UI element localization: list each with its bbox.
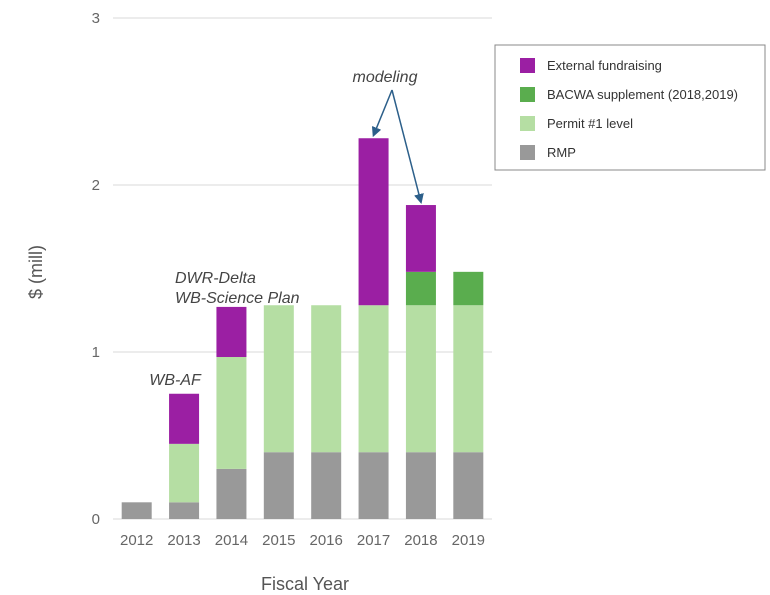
annotation-dwr-delta-line-2: WB-Science Plan [175,290,300,307]
y-axis-title: $ (mill) [26,245,46,299]
x-tick-label: 2016 [310,532,343,549]
legend-label: RMP [547,145,576,160]
bar-segment-rmp-2014 [216,468,247,519]
modeling-arrows [371,89,424,204]
annotation-dwr-delta-line-1: DWR-Delta [175,270,256,287]
x-tick-label: 2015 [262,532,295,549]
legend-label: Permit #1 level [547,116,633,131]
x-tick-label: 2018 [404,532,437,549]
x-tick-label: 2017 [357,532,390,549]
modeling-arrow-2017 [371,89,393,138]
legend-label: BACWA supplement (2018,2019) [547,87,738,102]
bar-segment-permit-1-level-2019 [453,305,484,453]
bar-segment-rmp-2016 [311,452,342,519]
legend-label: External fundraising [547,58,662,73]
legend-swatch [520,145,535,160]
y-tick-labels: 0 1 2 3 [92,10,100,528]
bar-segment-rmp-2015 [263,452,294,519]
x-tick-labels: 2012 2013 2014 2015 2016 2017 2018 2019 [120,532,485,549]
bar-segment-permit-1-level-2017 [358,305,389,453]
annotation-modeling: modeling [353,69,418,86]
y-tick-label: 1 [92,344,100,361]
legend-frame [494,44,766,171]
bar-segment-bacwa-supplement-2018-2019--2019 [453,271,484,306]
bar-segment-rmp-2013 [169,502,200,519]
annotation-dwr-delta: DWR-Delta WB-Science Plan [175,270,300,307]
bar-segment-external-fundraising-2018 [405,205,436,272]
annotation-wb-af-line: WB-AF [149,372,202,389]
bar-segment-rmp-2017 [358,452,389,519]
modeling-arrow-2018 [391,89,424,204]
y-tick-label: 3 [92,10,100,27]
bar-segment-rmp-2019 [453,452,484,519]
legend-swatch [520,87,535,102]
x-tick-label: 2019 [452,532,485,549]
bar-segment-permit-1-level-2015 [263,305,294,453]
bar-segment-rmp-2012 [121,502,152,519]
bar-segment-permit-1-level-2014 [216,357,247,469]
bar-segment-rmp-2018 [405,452,436,519]
bar-segment-bacwa-supplement-2018-2019--2018 [405,271,436,306]
legend-swatch [520,116,535,131]
bar-segment-permit-1-level-2016 [311,305,342,453]
bar-segment-external-fundraising-2013 [169,393,200,444]
x-axis-title: Fiscal Year [261,574,349,594]
bar-segment-external-fundraising-2017 [358,138,389,306]
y-tick-label: 0 [92,511,100,528]
bar-segment-permit-1-level-2018 [405,305,436,453]
bars [121,138,484,519]
bar-segment-external-fundraising-2014 [216,306,247,358]
annotation-modeling-line: modeling [353,69,418,86]
bar-segment-permit-1-level-2013 [169,443,200,503]
legend-swatch [520,58,535,73]
legend: External fundraising BACWA supplement (20… [494,44,766,171]
legend-items: External fundraising BACWA supplement (20… [520,58,738,160]
x-tick-label: 2013 [167,532,200,549]
x-tick-label: 2012 [120,532,153,549]
x-tick-label: 2014 [215,532,248,549]
annotation-wb-af: WB-AF [149,372,202,389]
y-tick-label: 2 [92,177,100,194]
